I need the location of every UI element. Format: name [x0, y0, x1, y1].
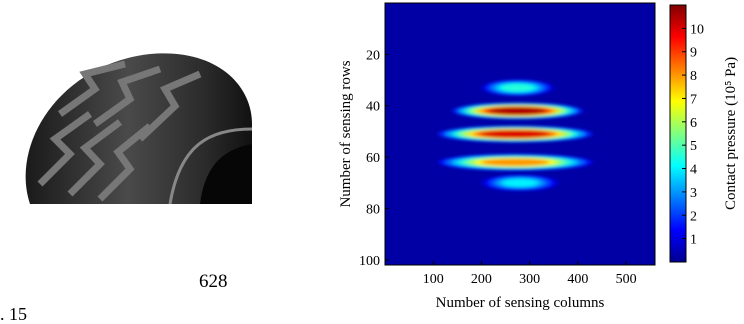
y-axis-label: Number of sensing rows — [338, 60, 354, 207]
y-tick-label: 80 — [366, 202, 380, 217]
x-tick-label: 100 — [423, 272, 444, 287]
figure-fragment-caption: . 15 — [0, 304, 27, 324]
colorbar-label: Contact pressure (10⁵ Pa) — [723, 57, 739, 210]
y-tick-label: 60 — [366, 151, 380, 166]
colorbar-tick-label: 9 — [690, 46, 697, 61]
colorbar-tick-label: 3 — [690, 186, 697, 201]
colorbar-tick-label: 5 — [690, 139, 697, 154]
colorbar-tick-label: 6 — [690, 116, 697, 131]
y-axis-ticks: 20 40 60 80 100 — [359, 48, 389, 269]
colorbar-tick-label: 4 — [690, 163, 697, 178]
contact-band — [481, 79, 554, 96]
colorbar-ticks: 1 2 3 4 5 6 7 8 9 10 — [682, 22, 704, 248]
colorbar-tick-label: 7 — [690, 92, 697, 107]
colorbar-tick-label: 8 — [690, 69, 697, 84]
colorbar — [669, 4, 687, 263]
x-axis-ticks: 100 200 300 400 500 — [423, 261, 637, 287]
colorbar-tick-label: 10 — [690, 22, 704, 37]
y-tick-label: 100 — [359, 254, 380, 269]
x-tick-label: 300 — [519, 272, 540, 287]
x-tick-label: 200 — [471, 272, 492, 287]
y-tick-label: 20 — [366, 48, 380, 63]
contact-band-level — [501, 84, 534, 92]
contact-band-level — [502, 179, 538, 187]
y-tick-label: 40 — [366, 100, 380, 115]
tractor-tire-photo-icon — [25, 53, 252, 204]
colorbar-tick-label: 1 — [690, 233, 697, 248]
contact-band — [438, 154, 593, 171]
contact-band — [452, 102, 583, 120]
contact-band — [481, 174, 559, 192]
contact-band — [438, 125, 593, 143]
plot-frame — [384, 2, 656, 266]
figure-fragment-number: 628 — [199, 271, 228, 292]
contact-bands — [438, 79, 593, 192]
x-axis-label: Number of sensing columns — [436, 295, 605, 311]
x-tick-label: 400 — [567, 272, 588, 287]
contact-band-level — [481, 158, 550, 166]
colorbar-tick-label: 2 — [690, 209, 697, 224]
contact-band-level — [488, 107, 547, 115]
contact-band-level — [481, 130, 550, 138]
x-tick-label: 500 — [616, 272, 637, 287]
